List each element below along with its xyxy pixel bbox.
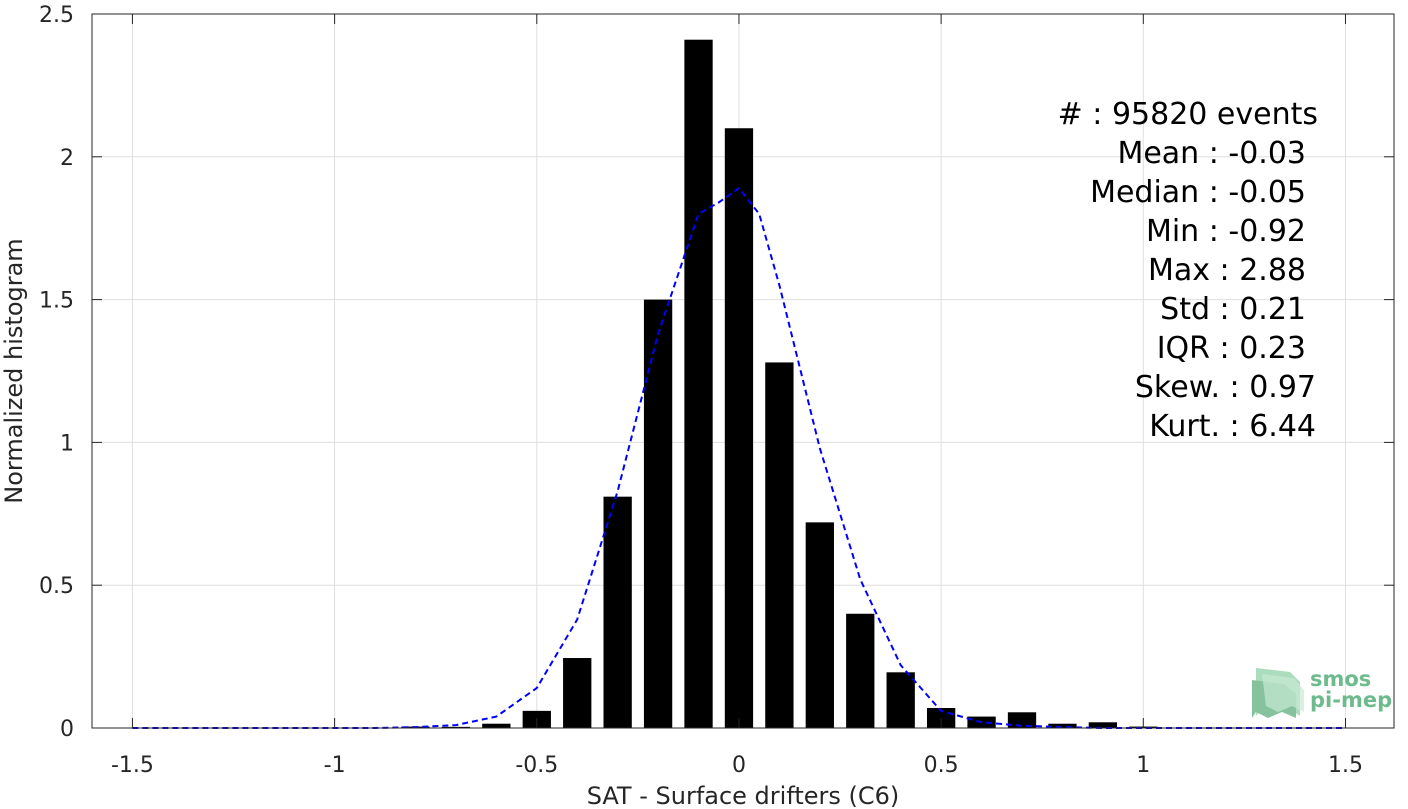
stat-line: Max : 2.88 — [1148, 253, 1306, 288]
x-tick-label: 1.5 — [1328, 753, 1363, 778]
y-tick-label: 1.5 — [39, 289, 74, 314]
x-tick-label: -0.5 — [515, 753, 558, 778]
histogram-bar — [846, 613, 875, 728]
stat-line: Min : -0.92 — [1146, 214, 1306, 249]
y-tick-label: 1 — [60, 431, 74, 456]
stat-line: IQR : 0.23 — [1157, 331, 1306, 366]
x-tick-label: -1.5 — [111, 753, 154, 778]
histogram-bar — [765, 362, 794, 728]
smos-pi-mep-logo: smos pi-mep — [1252, 667, 1392, 718]
x-tick-label: 0.5 — [924, 753, 959, 778]
y-tick-label: 0.5 — [39, 574, 74, 599]
statistics-box: # : 95820 events Mean : -0.03 Median : -0.… — [1058, 97, 1318, 444]
histogram-bar — [1088, 722, 1118, 728]
stat-line: Mean : -0.03 — [1117, 136, 1306, 171]
axis-ticks: -1.5 -1 -0.5 0 0.5 1 1.5 0 0.5 1 1.5 2 2.5 — [39, 3, 1394, 778]
histogram-bar — [684, 39, 713, 729]
histogram-bar — [1048, 723, 1077, 728]
histogram-bars — [401, 39, 1158, 729]
histogram-bar — [603, 496, 632, 728]
y-tick-label: 2.5 — [39, 3, 74, 28]
x-tick-label: 0 — [732, 753, 746, 778]
stat-line: # : 95820 events — [1058, 97, 1318, 132]
x-tick-label: -1 — [324, 753, 346, 778]
histogram-bar — [643, 299, 673, 728]
histogram-bar — [482, 723, 511, 728]
histogram-bar — [886, 672, 915, 728]
histogram-bar — [1007, 712, 1037, 728]
stat-line: Kurt. : 6.44 — [1149, 409, 1316, 444]
logo-line1: smos — [1310, 667, 1371, 691]
logo-line2: pi-mep — [1310, 688, 1392, 712]
y-axis-label: Normalized histogram — [0, 238, 28, 503]
stat-line: Median : -0.05 — [1090, 175, 1306, 210]
stat-line: Skew. : 0.97 — [1135, 370, 1316, 405]
stat-line: Std : 0.21 — [1160, 292, 1306, 327]
y-tick-label: 0 — [60, 717, 74, 742]
histogram-bar — [563, 658, 592, 728]
histogram-bar — [724, 128, 754, 729]
y-tick-label: 2 — [60, 146, 74, 171]
histogram-bar — [441, 726, 471, 728]
x-tick-label: 1 — [1136, 753, 1150, 778]
histogram-bar — [805, 522, 834, 728]
plot-frame — [91, 13, 1395, 729]
x-axis-label: SAT - Surface drifters (C6) — [587, 782, 900, 809]
logo-waves-icon — [1252, 668, 1304, 718]
